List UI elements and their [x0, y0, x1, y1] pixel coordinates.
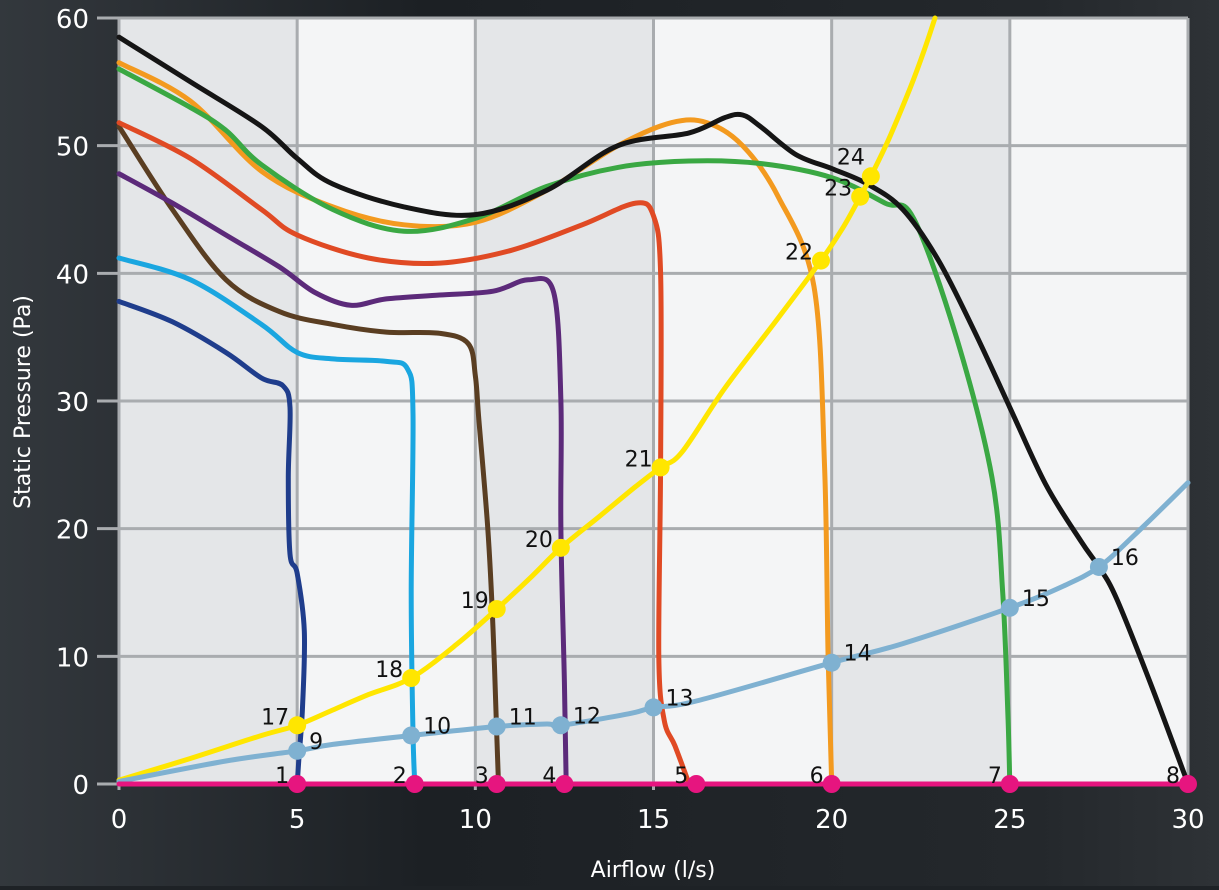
- data-label-9: 9: [309, 730, 323, 755]
- data-label-19: 19: [461, 589, 489, 614]
- data-point-8: [1179, 775, 1197, 793]
- series-line-10: [116, 480, 1191, 784]
- data-label-16: 16: [1111, 546, 1139, 571]
- data-label-1: 1: [275, 764, 289, 789]
- data-label-12: 12: [573, 704, 601, 729]
- data-label-4: 4: [542, 764, 556, 789]
- data-label-21: 21: [625, 447, 653, 472]
- x-tick-label: 15: [637, 805, 670, 835]
- data-point-1: [288, 775, 307, 793]
- data-point-15: [1000, 598, 1019, 617]
- data-point-5: [687, 775, 706, 793]
- data-label-6: 6: [810, 764, 824, 789]
- y-tick-label: 40: [56, 260, 89, 290]
- data-point-16: [1089, 557, 1108, 576]
- y-tick-label: 10: [56, 643, 89, 673]
- data-point-7: [1000, 775, 1019, 793]
- data-point-17: [288, 716, 307, 735]
- data-label-23: 23: [824, 177, 852, 202]
- series-line-8: [116, 34, 1191, 787]
- data-label-15: 15: [1022, 587, 1050, 612]
- data-point-10: [402, 726, 421, 745]
- data-label-7: 7: [988, 764, 1002, 789]
- data-label-3: 3: [475, 764, 489, 789]
- x-tick-label: 30: [1171, 805, 1204, 835]
- x-tick-label: 5: [289, 805, 306, 835]
- data-point-13: [644, 698, 663, 717]
- x-tick-label: 20: [815, 805, 848, 835]
- data-label-14: 14: [844, 642, 872, 667]
- x-tick-label: 0: [111, 805, 128, 835]
- data-point-18: [402, 669, 421, 688]
- x-tick-label: 10: [459, 805, 492, 835]
- data-label-11: 11: [509, 706, 537, 731]
- data-point-9: [288, 741, 307, 760]
- data-point-4: [555, 775, 574, 793]
- data-point-19: [487, 600, 506, 619]
- series-line-5: [116, 120, 692, 787]
- data-label-10: 10: [423, 714, 451, 739]
- data-point-20: [551, 538, 570, 557]
- data-label-20: 20: [525, 528, 553, 553]
- series-line-2: [116, 255, 418, 787]
- data-label-2: 2: [393, 764, 407, 789]
- data-point-12: [551, 716, 570, 735]
- data-point-3: [487, 775, 506, 793]
- data-point-14: [822, 653, 841, 672]
- series-line-6: [116, 60, 835, 787]
- data-label-22: 22: [785, 241, 813, 266]
- data-point-11: [487, 717, 506, 736]
- y-tick-label: 50: [56, 133, 89, 163]
- y-axis-label: Static Pressure (Pa): [11, 295, 36, 509]
- data-point-2: [405, 775, 424, 793]
- data-label-8: 8: [1166, 764, 1180, 789]
- y-tick-label: 20: [56, 516, 89, 546]
- y-tick-label: 60: [56, 5, 89, 35]
- data-label-17: 17: [261, 705, 289, 730]
- x-tick-label: 25: [993, 805, 1026, 835]
- data-point-23: [851, 187, 870, 206]
- data-point-22: [811, 251, 830, 270]
- data-label-5: 5: [674, 764, 688, 789]
- y-tick-label: 30: [56, 388, 89, 418]
- x-axis-label: Airflow (l/s): [591, 858, 716, 883]
- data-label-18: 18: [375, 658, 403, 683]
- data-point-24: [861, 167, 880, 186]
- data-point-6: [822, 775, 841, 793]
- y-tick-label: 0: [72, 771, 89, 801]
- series-line-7: [116, 66, 1013, 787]
- data-label-13: 13: [666, 686, 694, 711]
- series-line-3: [116, 124, 501, 787]
- data-label-24: 24: [837, 145, 865, 170]
- data-point-21: [651, 458, 670, 477]
- series-line-1: [116, 298, 308, 787]
